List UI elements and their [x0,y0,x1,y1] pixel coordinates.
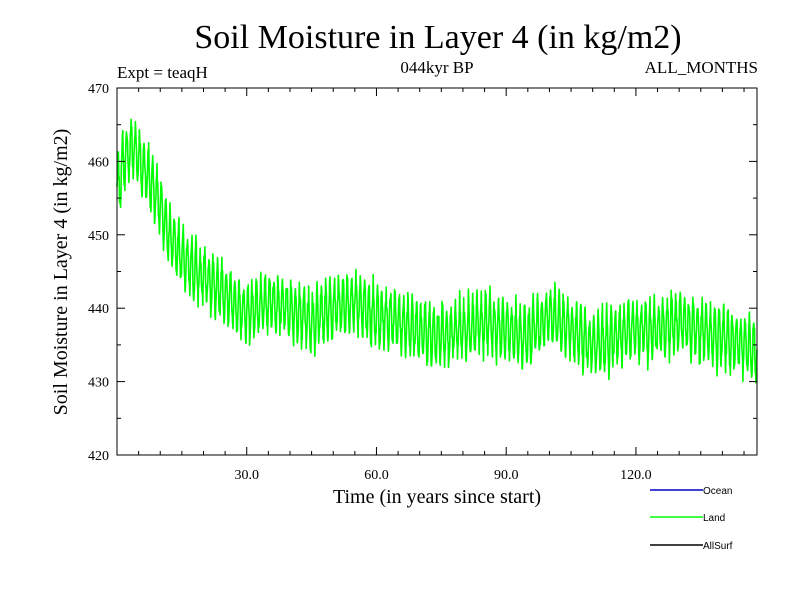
y-tick-label: 460 [88,155,109,170]
plot-area [117,88,757,455]
ticks-layer: 420 430 440 450 460 470 30.0 60.0 90.0 120.0 [88,82,757,483]
months-label: ALL_MONTHS [645,58,758,77]
series-layer [116,118,758,384]
legend-label-ocean: Ocean [703,486,732,497]
x-tick-label: 30.0 [234,468,259,483]
y-tick-label: 420 [88,449,109,464]
y-tick-label: 440 [88,302,109,317]
legend-label-land: Land [703,513,725,524]
legend: Ocean Land AllSurf [650,486,733,552]
chart-title: Soil Moisture in Layer 4 (in kg/m2) [194,19,681,56]
x-tick-label: 60.0 [364,468,389,483]
y-tick-label: 450 [88,229,109,244]
y-axis-label: Soil Moisture in Layer 4 (in kg/m2) [50,129,72,416]
legend-label-allsurf: AllSurf [703,541,733,552]
x-tick-label: 90.0 [494,468,519,483]
x-axis-label: Time (in years since start) [333,486,541,508]
y-tick-label: 430 [88,376,109,391]
experiment-label: Expt = teaqH [117,63,208,82]
period-label: 044kyr BP [400,58,473,77]
y-tick-label: 470 [88,82,109,97]
x-tick-label: 120.0 [620,468,652,483]
series-line-land [116,118,758,384]
